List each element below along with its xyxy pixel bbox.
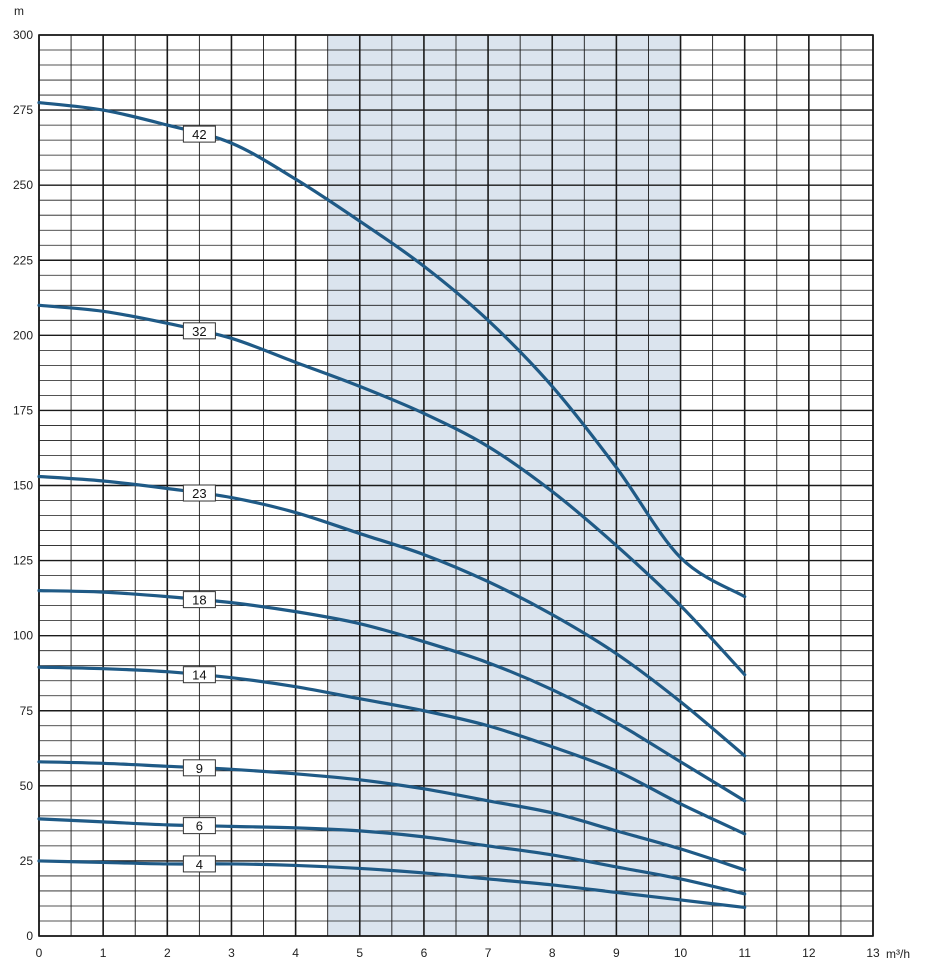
x-tick-label: 3	[228, 946, 235, 960]
curve-label-9: 9	[196, 761, 203, 776]
y-tick-label: 200	[13, 328, 33, 342]
x-tick-label: 5	[356, 946, 363, 960]
curve-label-box-18	[182, 591, 216, 609]
axis-layer: m m³/h 0 1 2 3 4 5 6 7 8 9 10 11 12 13025507510012515…	[13, 4, 910, 961]
y-tick-label: 175	[13, 403, 33, 417]
pump-curve-42	[37, 100, 747, 599]
pump-curve-32	[37, 303, 747, 677]
pump-curve-14	[37, 665, 747, 836]
curve-label-42: 42	[192, 127, 206, 142]
x-tick-label: 0	[36, 946, 43, 960]
curve-label-23: 23	[192, 486, 206, 501]
x-tick-label: 12	[802, 946, 816, 960]
grid-layer	[38, 34, 874, 937]
curve-label-32: 32	[192, 324, 206, 339]
y-tick-label: 250	[13, 178, 33, 192]
x-tick-label: 2	[164, 946, 171, 960]
curve-label-box-9	[182, 759, 216, 777]
pump-curve-23	[37, 474, 747, 758]
y-tick-label: 50	[20, 779, 34, 793]
x-tick-label: 1	[100, 946, 107, 960]
plot-frame	[38, 34, 874, 937]
y-tick-label: 75	[20, 704, 34, 718]
x-tick-label: 9	[613, 946, 620, 960]
x-axis-unit-label: m³/h	[886, 947, 910, 961]
curve-label-14: 14	[192, 668, 206, 683]
y-axis-unit-label: m	[14, 4, 24, 18]
pump-curve-18	[37, 589, 747, 803]
pump-curve-4	[37, 859, 747, 910]
curve-label-box-14	[182, 666, 216, 684]
y-tick-label: 25	[20, 854, 34, 868]
y-tick-label: 0	[26, 929, 33, 943]
curve-label-layer: 42 32 23 18 14 9 6 4	[182, 125, 216, 873]
curve-label-box-32	[182, 322, 216, 340]
curve-label-box-6	[182, 817, 216, 835]
curve-label-18: 18	[192, 593, 206, 608]
x-tick-label: 4	[292, 946, 299, 960]
pump-curve-9	[37, 760, 747, 872]
curve-label-box-4	[182, 855, 216, 873]
x-tick-label: 13	[866, 946, 880, 960]
y-tick-label: 300	[13, 28, 33, 42]
x-tick-label: 6	[421, 946, 428, 960]
curve-layer	[37, 100, 747, 910]
x-tick-label: 11	[738, 946, 751, 960]
y-tick-label: 100	[13, 629, 33, 643]
y-tick-label: 225	[13, 253, 33, 267]
y-tick-label: 275	[13, 103, 33, 117]
y-tick-label: 125	[13, 554, 33, 568]
curve-label-box-23	[182, 484, 216, 502]
pump-curve-6	[37, 817, 747, 896]
y-tick-label: 150	[13, 479, 33, 493]
curve-label-6: 6	[196, 819, 203, 834]
x-tick-label: 7	[485, 946, 492, 960]
x-tick-label: 10	[674, 946, 688, 960]
curve-label-4: 4	[196, 857, 203, 872]
x-tick-label: 8	[549, 946, 556, 960]
curve-label-box-42	[182, 125, 216, 143]
